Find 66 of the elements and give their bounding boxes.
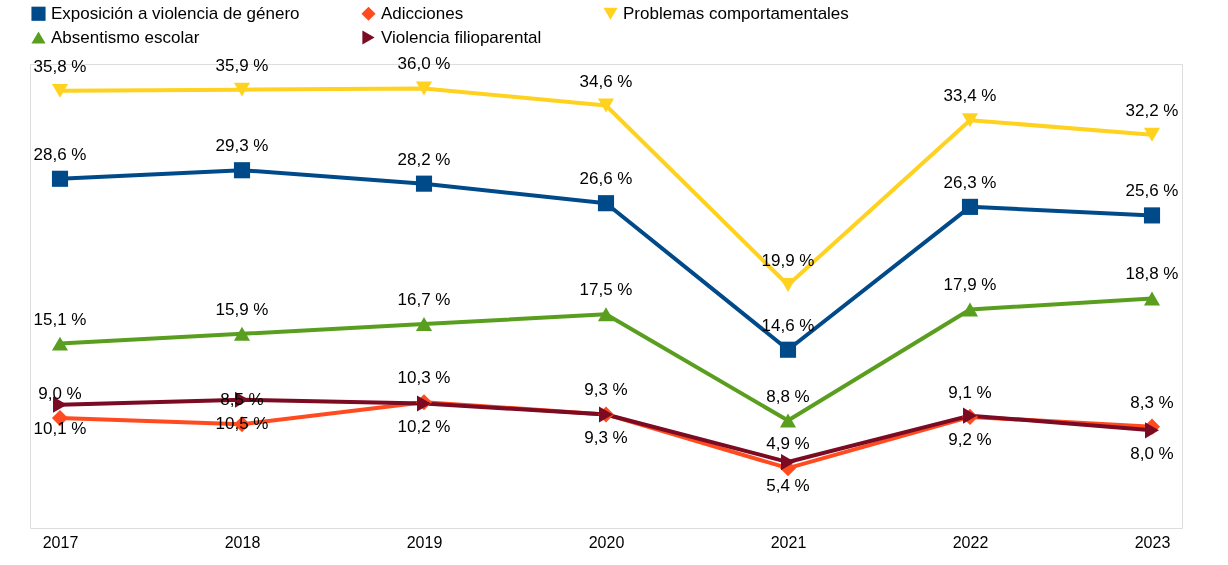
point: [1143, 291, 1161, 306]
data-label: 35,8 %: [33, 56, 87, 76]
x-tick-label: 2017: [42, 533, 79, 551]
legend-label: Adicciones: [381, 3, 464, 23]
data-label: 9,2 %: [948, 429, 992, 449]
data-label: 17,5 %: [579, 280, 633, 300]
data-label: 32,2 %: [1125, 100, 1179, 120]
data-label: 8,0 %: [1130, 444, 1174, 464]
data-label: 9,3 %: [584, 428, 628, 448]
x-tick-label: 2022: [952, 533, 989, 551]
data-label: 16,7 %: [397, 290, 451, 310]
data-label: 35,9 %: [215, 55, 269, 75]
data-label: 15,9 %: [215, 299, 269, 319]
x-tick-label: 2018: [224, 533, 261, 551]
point: [233, 82, 251, 97]
data-label: 28,2 %: [397, 149, 451, 169]
data-label: 29,3 %: [215, 136, 269, 156]
data-label: 34,6 %: [579, 71, 633, 91]
data-label: 10,3 %: [397, 368, 451, 388]
data-label: 26,6 %: [579, 169, 633, 189]
data-label: 26,3 %: [943, 172, 997, 192]
point: [779, 413, 797, 428]
point: [1143, 127, 1161, 142]
data-label: 15,1 %: [33, 309, 87, 329]
data-label: 10,1 %: [33, 418, 87, 438]
data-label: 10,2 %: [397, 417, 451, 437]
data-label: 33,4 %: [943, 86, 997, 106]
x-tick-label: 2019: [406, 533, 443, 551]
point: [1145, 422, 1159, 439]
data-label: 4,9 %: [766, 434, 810, 454]
data-label: 8,3 %: [1130, 392, 1174, 412]
data-label: 25,6 %: [1125, 181, 1179, 201]
data-label: 9,0 %: [38, 384, 82, 404]
point: [961, 198, 979, 215]
data-label: 8,8 %: [766, 386, 810, 406]
point: [961, 113, 979, 128]
point: [233, 162, 251, 179]
point: [51, 170, 69, 187]
data-label: 17,9 %: [943, 275, 997, 295]
point: [781, 454, 795, 471]
data-label: 9,3 %: [584, 380, 628, 400]
data-label: 28,6 %: [33, 144, 87, 164]
point: [597, 195, 615, 212]
point: [961, 302, 979, 317]
point: [597, 98, 615, 113]
point: [597, 307, 615, 322]
data-label: 36,0 %: [397, 54, 451, 74]
point: [1143, 207, 1161, 224]
x-tick-label: 2023: [1134, 533, 1171, 551]
point: [233, 326, 251, 341]
data-label: 5,4 %: [766, 476, 810, 496]
point: [415, 317, 433, 332]
point: [779, 341, 797, 358]
x-tick-label: 2021: [770, 533, 807, 551]
point: [415, 81, 433, 96]
data-label: 9,1 %: [948, 382, 992, 402]
legend-label: Violencia filioparental: [381, 27, 542, 47]
point: [51, 83, 69, 98]
legend-label: Problemas comportamentales: [623, 3, 849, 23]
point: [51, 336, 69, 351]
x-tick-label: 2020: [588, 533, 625, 551]
data-label: 18,8 %: [1125, 264, 1179, 284]
legend-label: Absentismo escolar: [51, 27, 200, 47]
legend-label: Exposición a violencia de género: [51, 3, 300, 23]
data-label: 14,6 %: [761, 315, 815, 335]
point: [415, 175, 433, 192]
